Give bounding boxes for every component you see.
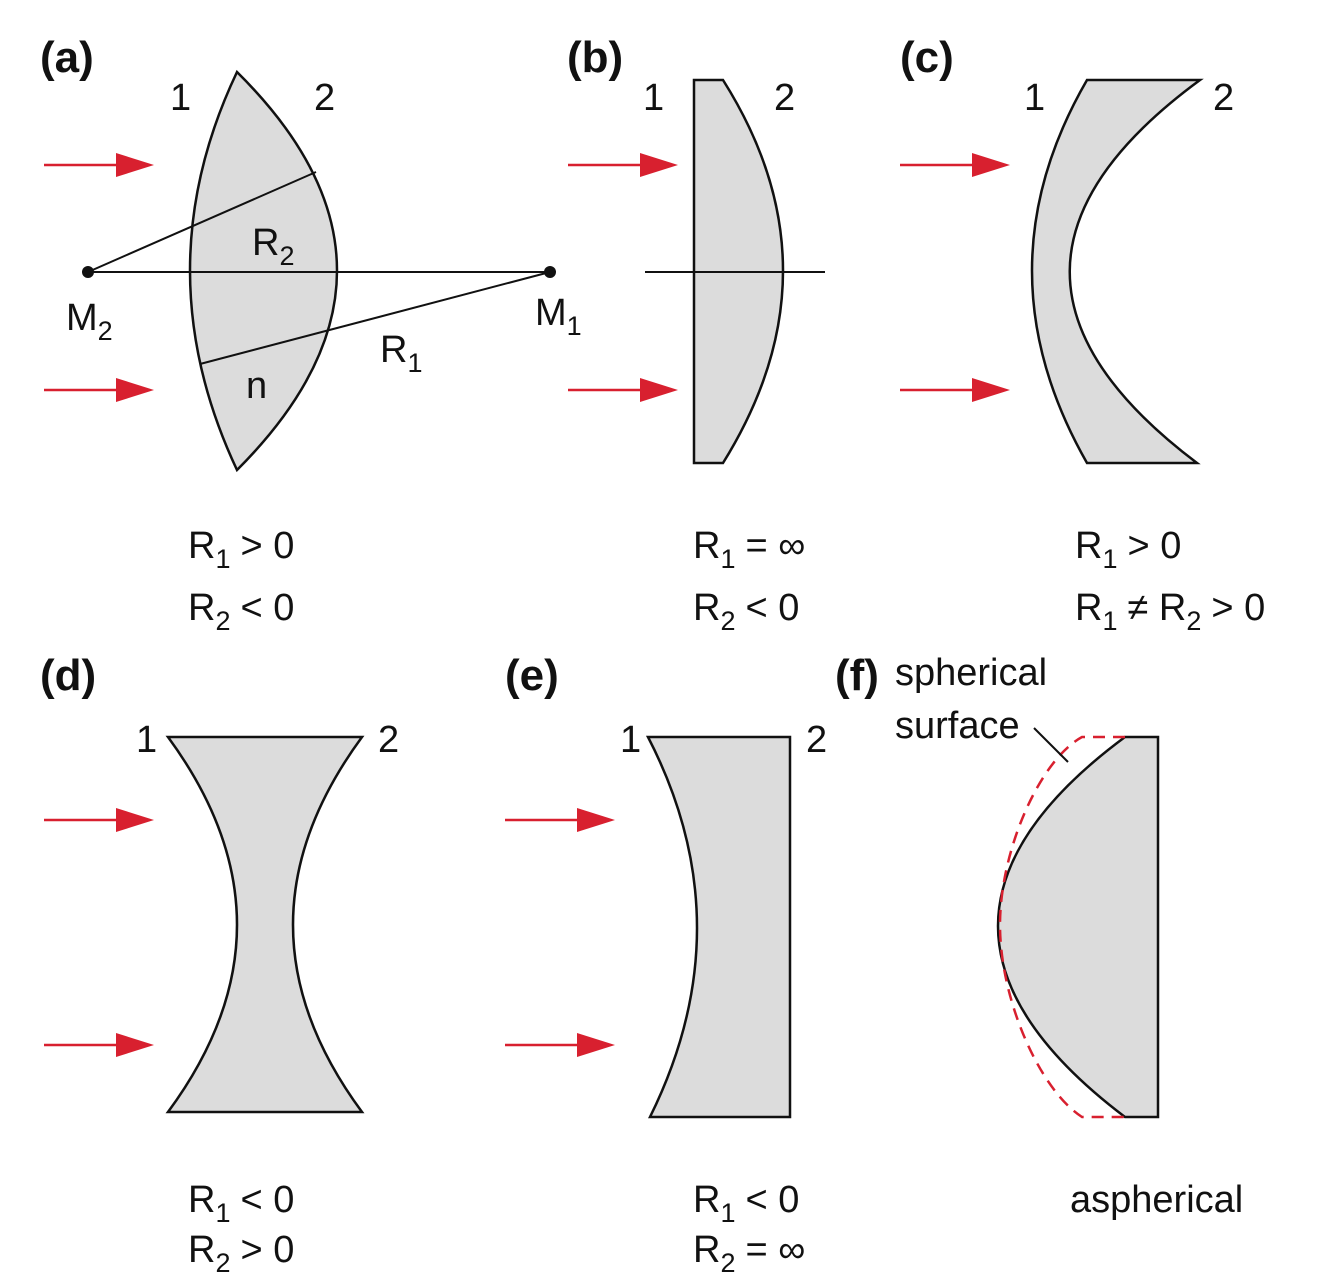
panel-label: (c) xyxy=(900,33,954,82)
surface-label: 2 xyxy=(1213,77,1234,119)
surface-label: 1 xyxy=(643,77,664,119)
subscript: 2 xyxy=(215,606,230,636)
condition-text: R xyxy=(693,1179,720,1221)
condition-text: R xyxy=(188,1229,215,1271)
panel-c: (c) 1 2 R1> 0 R1≠ R2> 0 xyxy=(900,33,1265,636)
condition-text: R xyxy=(1075,587,1102,629)
panel-label: (a) xyxy=(40,33,94,82)
ray-arrow xyxy=(900,378,1010,402)
condition-text: > 0 xyxy=(1127,525,1181,567)
condition: R1 > 0 xyxy=(1075,525,1181,574)
lens xyxy=(168,737,362,1112)
panel-a: (a) 1 2 R2 M2 M1 R1 n R1> 0 R2< 0 xyxy=(40,33,582,636)
subscript: 2 xyxy=(1186,606,1201,636)
lens xyxy=(1032,80,1200,463)
ray-arrow xyxy=(44,1033,154,1057)
surface-label: 1 xyxy=(170,77,191,119)
center-label: M2 xyxy=(66,297,113,346)
condition: R1 < 0 xyxy=(693,1179,799,1228)
ray-arrow xyxy=(44,378,154,402)
subscript: 2 xyxy=(720,1248,735,1278)
surface-label: 2 xyxy=(806,719,827,761)
subscript: 1 xyxy=(720,544,735,574)
condition: R1 > 0 xyxy=(188,525,294,574)
condition-text: < 0 xyxy=(240,1179,294,1221)
condition-text: > 0 xyxy=(240,525,294,567)
caption: aspherical xyxy=(1070,1179,1243,1221)
condition-text: = ∞ xyxy=(745,525,805,567)
condition-text: R xyxy=(693,587,720,629)
subscript: 1 xyxy=(720,1198,735,1228)
subscript: 1 xyxy=(1102,544,1117,574)
panel-f: (f) spherical surface aspherical xyxy=(835,651,1243,1221)
condition-text: > 0 xyxy=(240,1229,294,1271)
lens xyxy=(648,737,790,1117)
surface-label: 2 xyxy=(378,719,399,761)
surface-label: 1 xyxy=(620,719,641,761)
condition: R1 = ∞ xyxy=(693,525,805,574)
condition-text: < 0 xyxy=(240,587,294,629)
condition: R1 < 0 xyxy=(188,1179,294,1228)
surface-label: 2 xyxy=(774,77,795,119)
condition: R1 ≠ R2 > 0 xyxy=(1075,587,1265,636)
panel-label: (b) xyxy=(567,33,623,82)
index-label: n xyxy=(246,365,267,407)
condition-text: R xyxy=(188,587,215,629)
condition-text: ≠ R xyxy=(1127,587,1186,629)
condition-text: R xyxy=(188,1179,215,1221)
condition-text: > 0 xyxy=(1211,587,1265,629)
ray-arrow xyxy=(505,1033,615,1057)
lens-diagram: (a) 1 2 R2 M2 M1 R1 n R1> 0 R2< 0 (b) 1 … xyxy=(0,0,1321,1279)
lens xyxy=(998,737,1158,1117)
condition-text: R xyxy=(1075,525,1102,567)
subscript: 1 xyxy=(215,1198,230,1228)
condition: R2 < 0 xyxy=(693,587,799,636)
condition-text: = ∞ xyxy=(745,1229,805,1271)
annotation: spherical xyxy=(895,652,1047,694)
surface-label: 1 xyxy=(1024,77,1045,119)
ray-arrow xyxy=(44,808,154,832)
panel-label: (e) xyxy=(505,651,559,700)
panel-e: (e) 1 2 R1< 0 R2= ∞ xyxy=(505,651,827,1278)
subscript: 2 xyxy=(720,606,735,636)
ray-arrow xyxy=(505,808,615,832)
condition: R2 > 0 xyxy=(188,1229,294,1278)
condition: R2 < 0 xyxy=(188,587,294,636)
panel-d: (d) 1 2 R1< 0 R2> 0 xyxy=(40,651,399,1278)
condition-text: R xyxy=(693,1229,720,1271)
panel-b: (b) 1 2 R1= ∞ R2< 0 xyxy=(567,33,825,636)
ray-arrow xyxy=(568,378,678,402)
panel-label: (f) xyxy=(835,651,879,700)
leader-line xyxy=(1034,728,1068,762)
center-point xyxy=(544,266,556,278)
ray-arrow xyxy=(900,153,1010,177)
panel-label: (d) xyxy=(40,651,96,700)
center-point xyxy=(82,266,94,278)
annotation: surface xyxy=(895,705,1020,747)
subscript: 2 xyxy=(215,1248,230,1278)
condition-text: < 0 xyxy=(745,1179,799,1221)
subscript: 1 xyxy=(215,544,230,574)
radius-label: R1 xyxy=(380,329,422,378)
condition-text: R xyxy=(693,525,720,567)
surface-label: 1 xyxy=(136,719,157,761)
condition-text: < 0 xyxy=(745,587,799,629)
center-label: M1 xyxy=(535,292,582,341)
condition-text: R xyxy=(188,525,215,567)
condition: R2 = ∞ xyxy=(693,1229,805,1278)
ray-arrow xyxy=(568,153,678,177)
surface-label: 2 xyxy=(314,77,335,119)
ray-arrow xyxy=(44,153,154,177)
subscript: 1 xyxy=(1102,606,1117,636)
